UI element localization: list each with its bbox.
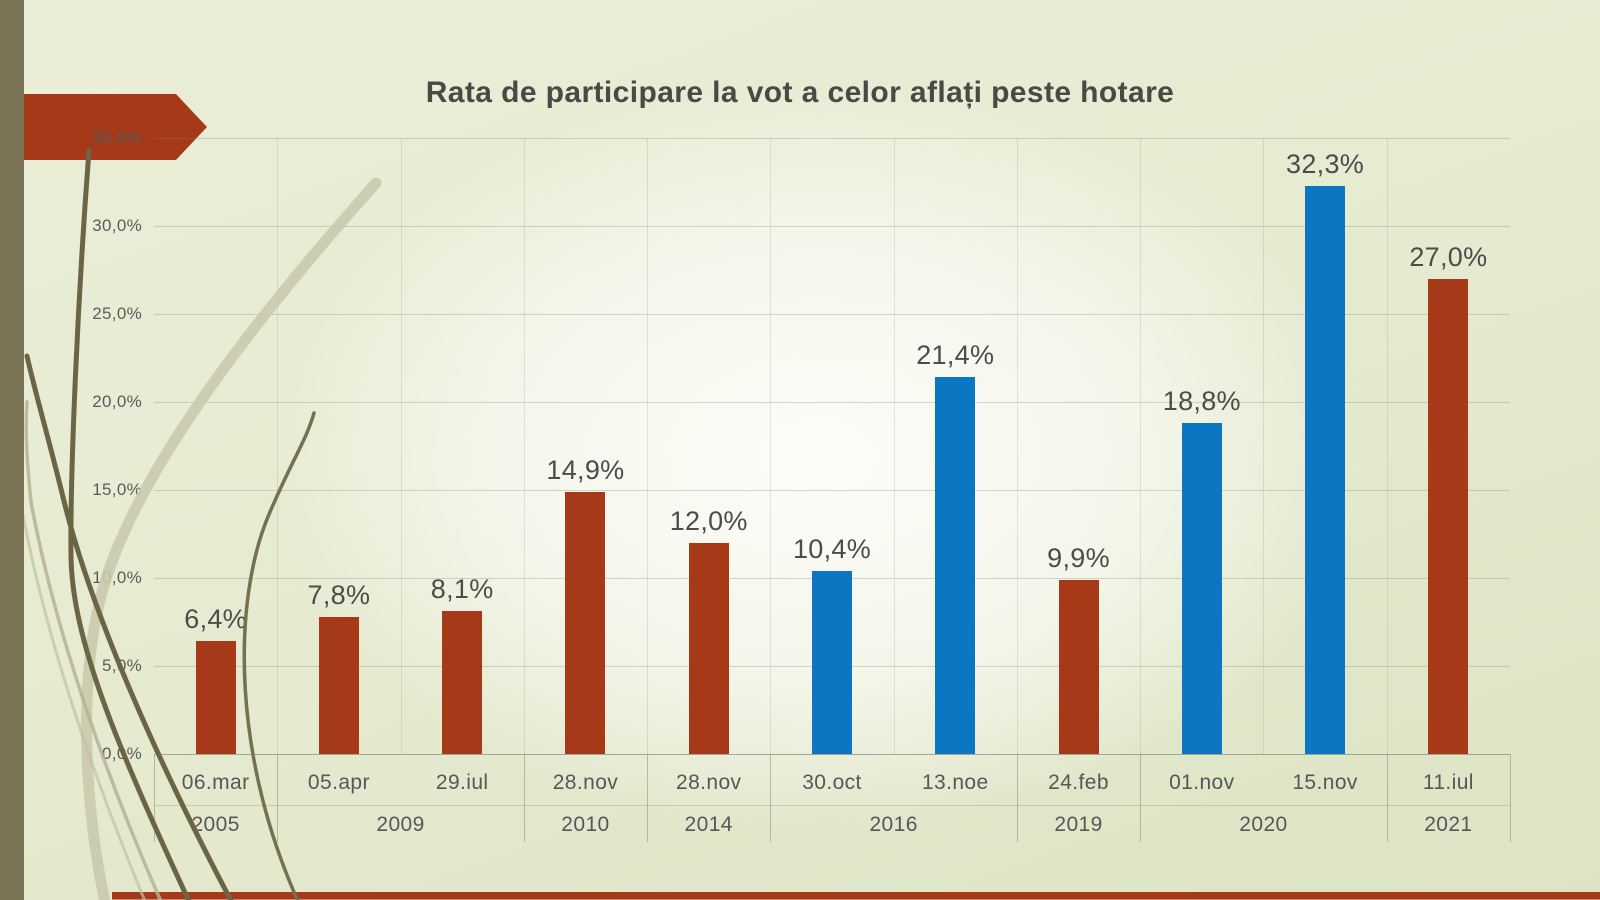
bar-value-label: 27,0% [1409, 241, 1488, 272]
x-axis-year-label: 2009 [376, 813, 425, 836]
x-axis-year-label: 2019 [1054, 813, 1103, 836]
axis-table-column-separator [647, 754, 649, 842]
category-boundary-line [647, 138, 649, 754]
y-axis-tick-label: 30,0% [92, 216, 142, 235]
y-gridline [154, 490, 1510, 491]
bar-value-label: 18,8% [1162, 386, 1241, 417]
bar-value-label: 9,9% [1047, 542, 1110, 573]
y-axis-tick-label: 0,0% [102, 744, 142, 763]
y-axis-tick-label: 10,0% [92, 568, 142, 587]
y-axis-tick-label: 35,0% [92, 128, 142, 147]
y-gridline [154, 138, 1510, 139]
y-axis-tick-label: 5,0% [102, 656, 142, 675]
x-axis-date-label: 30.oct [802, 771, 862, 794]
bar-15.nov-2020 [1305, 185, 1346, 754]
x-axis-year-label: 2010 [561, 813, 610, 836]
bar-value-label: 32,3% [1286, 148, 1365, 179]
category-boundary-line [1016, 138, 1018, 754]
x-axis-date-label: 15.nov [1292, 771, 1358, 794]
category-boundary-line [277, 138, 279, 754]
x-axis-date-label: 01.nov [1169, 771, 1235, 794]
axis-table-column-separator [1510, 754, 1511, 842]
axis-table-column-separator [1386, 754, 1388, 842]
bar-01.nov-2020 [1181, 423, 1222, 754]
y-axis-tick-label: 15,0% [92, 480, 142, 499]
y-axis-tick-label: 20,0% [92, 392, 142, 411]
x-axis-date-label: 28.nov [675, 771, 742, 794]
bar-29.iul-2009 [442, 611, 483, 754]
x-axis-year-label: 2005 [191, 813, 240, 836]
x-axis-year-label: 2020 [1239, 813, 1288, 836]
bar-value-label: 10,4% [792, 533, 872, 564]
axis-table-column-separator [523, 754, 525, 842]
category-boundary-line [400, 138, 402, 754]
x-axis-date-label: 05.apr [307, 771, 370, 794]
x-axis-year-label: 2014 [684, 813, 733, 836]
axis-table-column-separator [1016, 754, 1018, 842]
category-boundary-line [1386, 138, 1388, 754]
bar-value-label: 21,4% [916, 340, 995, 371]
x-axis-date-label: 11.iul [1422, 771, 1474, 794]
bar-06.mar-2005 [195, 641, 236, 754]
bar-30.oct-2016 [812, 570, 852, 754]
y-axis-tick-label: 25,0% [92, 304, 142, 323]
x-axis-date-label: 13.noe [921, 771, 989, 794]
bar-13.noe-2016 [935, 377, 976, 754]
bar-11.iul-2021 [1428, 278, 1469, 754]
y-gridline [154, 226, 1510, 227]
x-axis-year-label: 2021 [1424, 813, 1473, 836]
x-axis-date-label: 24.feb [1048, 771, 1109, 794]
y-gridline [154, 402, 1510, 403]
bar-24.feb-2019 [1058, 579, 1099, 754]
x-axis-date-label: 29.iul [435, 771, 489, 794]
bar-05.apr-2009 [318, 616, 359, 754]
x-axis-date-label: 28.nov [552, 771, 619, 794]
category-boundary-line [1263, 138, 1265, 754]
category-boundary-line [1140, 138, 1142, 754]
bar-value-label: 8,1% [430, 574, 494, 605]
chart-title: Rata de participare la vot a celor aflaț… [425, 76, 1175, 109]
y-gridline [154, 314, 1510, 315]
bar-28.nov-2010 [565, 491, 606, 754]
axis-table-column-separator [770, 754, 772, 842]
bar-value-label: 12,0% [669, 505, 748, 536]
x-axis-date-label: 06.mar [181, 771, 250, 794]
x-axis-year-label: 2016 [869, 813, 918, 836]
bar-28.nov-2014 [688, 542, 729, 754]
category-boundary-line [523, 138, 525, 754]
category-boundary-line [770, 138, 772, 754]
axis-table-top-border [154, 754, 1510, 755]
bar-value-label: 14,9% [546, 454, 625, 485]
category-boundary-line [893, 138, 895, 754]
axis-table-column-separator [1140, 754, 1142, 842]
axis-table-row-separator [154, 805, 1510, 806]
